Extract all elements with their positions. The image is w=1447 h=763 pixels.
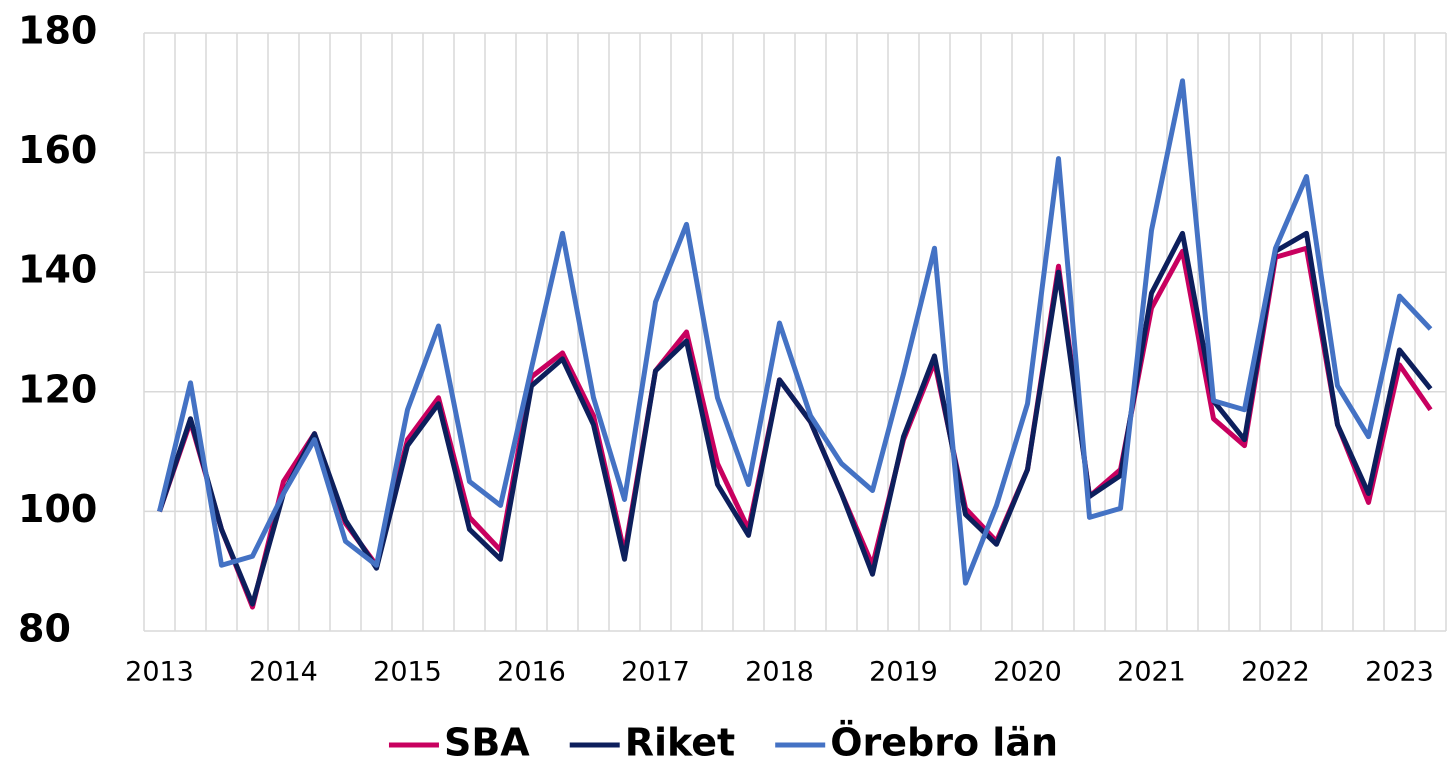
y-tick-label: 140 [18,248,97,292]
y-tick-label: 180 [18,9,97,53]
x-tick-label: 2020 [993,657,1062,688]
x-tick-label: 2018 [745,657,814,688]
y-tick-label: 120 [18,367,97,411]
x-tick-label: 2016 [497,657,566,688]
legend-label: Örebro län [830,721,1058,763]
y-tick-label: 80 [18,607,71,651]
y-tick-label: 100 [18,487,97,531]
legend-label: Riket [625,721,735,763]
x-tick-label: 2015 [373,657,442,688]
x-tick-label: 2023 [1365,657,1434,688]
x-tick-label: 2017 [621,657,690,688]
legend-label: SBA [444,721,530,763]
x-tick-label: 2021 [1117,657,1186,688]
y-tick-label: 160 [18,128,97,172]
x-tick-label: 2019 [869,657,938,688]
x-tick-label: 2022 [1241,657,1310,688]
x-tick-label: 2014 [249,657,318,688]
x-tick-label: 2013 [125,657,194,688]
series-line [157,78,1433,586]
